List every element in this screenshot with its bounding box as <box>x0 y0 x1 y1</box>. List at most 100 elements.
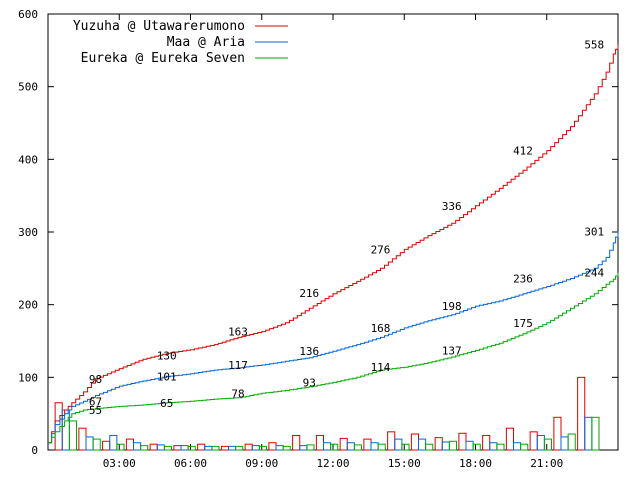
bar-series-1 <box>513 442 522 451</box>
bar-series-0 <box>434 437 443 451</box>
bar-series-1 <box>370 442 379 451</box>
bar-series-2 <box>235 445 244 451</box>
bar-series-1 <box>61 409 70 451</box>
bar-series-2 <box>330 443 339 451</box>
y-tick-label: 100 <box>18 371 38 384</box>
bar-series-0 <box>197 443 206 451</box>
bar-series-1 <box>536 434 545 451</box>
x-tick-label: 03:00 <box>103 457 136 470</box>
bar-series-1 <box>156 444 165 451</box>
data-label-series-2: 137 <box>442 344 462 357</box>
legend-label-1: Maa @ Aria <box>167 35 245 50</box>
bar-series-1 <box>180 445 189 451</box>
bar-series-1 <box>465 440 474 451</box>
bar-series-0 <box>268 442 277 451</box>
bar-series-1 <box>228 445 237 451</box>
bar-series-1 <box>251 445 260 451</box>
series-lines <box>48 44 619 444</box>
bar-series-0 <box>458 432 467 451</box>
bar-series-2 <box>591 416 600 451</box>
data-label-series-2: 93 <box>303 376 316 389</box>
data-label-series-0: 276 <box>371 243 391 256</box>
bar-series-2 <box>163 445 172 451</box>
bar-series-0 <box>102 440 111 451</box>
data-label-series-1: 136 <box>299 345 319 358</box>
bar-series-2 <box>187 445 196 451</box>
bar-series-0 <box>78 427 87 451</box>
data-label-series-0: 163 <box>228 326 248 339</box>
bar-series-0 <box>292 434 301 451</box>
y-tick-label: 400 <box>18 153 38 166</box>
data-label-series-1: 67 <box>89 395 102 408</box>
bar-series-0 <box>220 445 229 451</box>
bar-series-2 <box>377 443 386 451</box>
bar-series-1 <box>418 438 427 451</box>
bar-series-1 <box>441 441 450 451</box>
data-label-series-1: 236 <box>513 273 533 286</box>
data-label-series-1: 198 <box>442 300 462 313</box>
bar-series-2 <box>282 445 291 451</box>
bar-series-2 <box>496 443 505 451</box>
bar-series-2 <box>116 443 125 451</box>
x-tick-label: 12:00 <box>316 457 349 470</box>
data-label-series-0: 130 <box>157 350 177 363</box>
bar-series-0 <box>339 437 348 451</box>
legend-label-0: Yuzuha @ Utawarerumono <box>73 19 245 34</box>
bar-series-0 <box>387 431 396 451</box>
data-label-series-0: 98 <box>89 373 102 386</box>
y-tick-label: 600 <box>18 8 38 21</box>
x-tick-label: 21:00 <box>530 457 563 470</box>
bar-series-0 <box>529 431 538 451</box>
data-label-series-0: 412 <box>513 145 533 158</box>
data-label-series-1: 301 <box>584 225 604 238</box>
bar-series-0 <box>125 438 134 451</box>
y-tick-label: 0 <box>31 444 38 457</box>
data-label-series-2: 55 <box>89 404 102 417</box>
bar-series-2 <box>567 433 576 451</box>
bar-series-1 <box>204 445 213 451</box>
bar-series-1 <box>323 442 332 451</box>
bar-series-0 <box>577 376 586 451</box>
data-label-series-2: 244 <box>584 267 604 280</box>
x-tick-label: 15:00 <box>388 457 421 470</box>
bar-series-0 <box>315 434 324 451</box>
plot-frame <box>47 13 619 451</box>
data-label-series-0: 558 <box>584 39 604 52</box>
legend-label-2: Eureka @ Eureka Seven <box>81 51 245 66</box>
bar-series-2 <box>68 420 77 451</box>
line-series-1 <box>48 231 619 444</box>
bar-series-1 <box>299 445 308 451</box>
data-label-series-2: 65 <box>160 397 173 410</box>
bar-series-0 <box>363 438 372 451</box>
line-series-2 <box>48 272 619 444</box>
bar-series-1 <box>275 445 284 451</box>
bar-series-0 <box>505 427 514 451</box>
bar-series-1 <box>584 416 593 451</box>
data-label-series-1: 117 <box>228 359 248 372</box>
bar-series-2 <box>306 444 315 451</box>
y-tick-label: 200 <box>18 299 38 312</box>
bar-series-2 <box>472 443 481 451</box>
data-label-series-2: 175 <box>513 317 533 330</box>
bars <box>54 376 600 451</box>
bar-series-2 <box>92 438 101 451</box>
bar-series-0 <box>553 416 562 451</box>
bar-series-2 <box>448 440 457 451</box>
data-label-series-2: 78 <box>231 387 244 400</box>
bar-series-0 <box>149 443 158 451</box>
line-series-0 <box>48 44 619 444</box>
bar-series-2 <box>140 445 149 451</box>
x-tick-label: 18:00 <box>459 457 492 470</box>
bar-series-0 <box>173 445 182 451</box>
bar-series-2 <box>543 438 552 451</box>
data-label-series-0: 336 <box>442 200 462 213</box>
bar-series-1 <box>133 442 142 451</box>
x-tick-label: 06:00 <box>174 457 207 470</box>
x-tick-label: 09:00 <box>245 457 278 470</box>
bar-series-1 <box>489 442 498 451</box>
bar-series-2 <box>520 443 529 451</box>
bar-series-1 <box>85 436 94 451</box>
bar-series-2 <box>258 445 267 451</box>
